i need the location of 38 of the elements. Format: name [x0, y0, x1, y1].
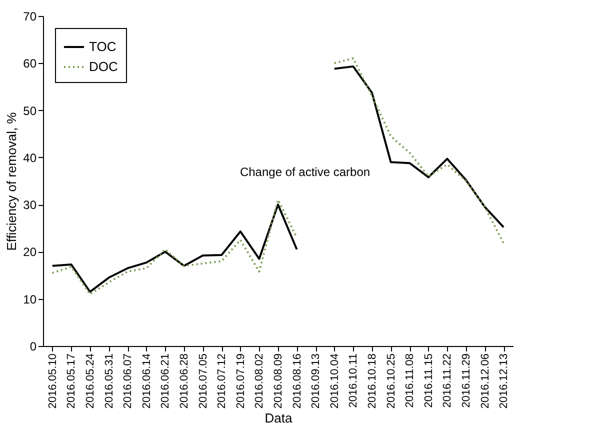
x-tick-label: 2016.12.13	[498, 354, 510, 409]
x-tick-label: 2016.07.05	[197, 354, 210, 409]
x-tick-label: 2016.11.15	[422, 354, 435, 408]
y-tick-label: 70	[23, 10, 37, 24]
x-tick-label: 2016.05.31	[103, 354, 116, 409]
x-tick-label: 2016.06.07	[122, 354, 134, 409]
x-tick-label: 2016.07.19	[234, 354, 247, 409]
x-tick-label: 2016.08.02	[254, 354, 266, 409]
x-tick-label: 2016.10.25	[385, 354, 398, 409]
x-tick-label: 2016.06.21	[160, 354, 172, 409]
legend-label: DOC	[89, 59, 118, 74]
y-tick-label: 0	[30, 340, 37, 354]
x-tick-label: 2016.08.09	[272, 354, 284, 409]
x-tick-label: 2016.05.24	[84, 354, 96, 409]
x-tick-label: 2016.06.14	[140, 354, 153, 409]
x-tick-label: 2016.11.08	[404, 354, 416, 408]
y-axis-title: Efficiency of removal, %	[4, 112, 20, 251]
y-tick-label: 10	[23, 292, 37, 306]
legend-label: TOC	[89, 39, 116, 54]
x-tick-label: 2016.07.12	[216, 354, 228, 409]
x-tick-label: 2016.12.06	[479, 354, 492, 409]
y-tick-label: 30	[23, 198, 37, 212]
x-tick-label: 2016.10.04	[328, 354, 341, 409]
annotation: Change of active carbon	[240, 165, 370, 179]
y-tick-label: 40	[23, 150, 37, 165]
x-tick-label: 2016.06.28	[178, 354, 190, 409]
y-tick-label: 60	[23, 56, 37, 71]
x-tick-label: 2016.11.29	[460, 354, 472, 408]
x-tick-label: 2016.10.11	[348, 354, 360, 408]
x-tick-label: 2016.05.10	[46, 354, 59, 409]
x-tick-label: 2016.05.17	[66, 354, 78, 409]
y-tick-label: 20	[23, 245, 37, 260]
x-tick-label: 2016.10.18	[366, 354, 378, 409]
y-tick-label: 50	[23, 104, 37, 118]
x-tick-label: 2016.08.16	[291, 354, 304, 409]
x-tick-label: 2016.09.13	[310, 354, 322, 409]
x-tick-label: 2016.11.22	[442, 354, 454, 408]
x-axis-title: Data	[264, 410, 293, 426]
